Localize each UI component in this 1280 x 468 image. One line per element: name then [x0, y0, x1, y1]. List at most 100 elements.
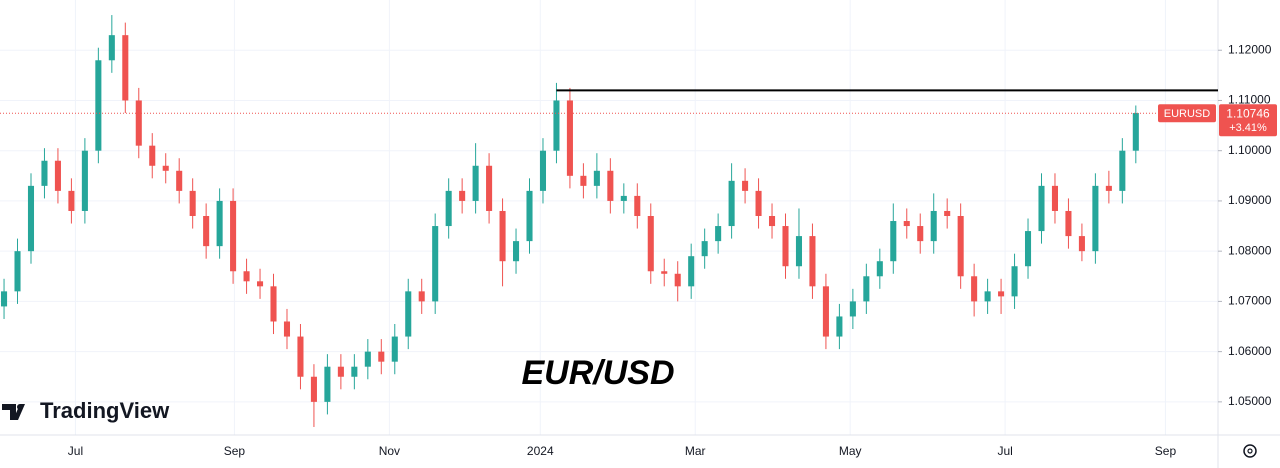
candle-body [1051, 185, 1059, 211]
settings-button[interactable] [1243, 444, 1257, 458]
brand-name: TradingView [40, 398, 170, 423]
candle-body [149, 145, 156, 166]
candle-body [1132, 113, 1139, 151]
candle-body [513, 241, 520, 262]
symbol-label: EURUSD [1164, 108, 1211, 120]
candle-body [620, 195, 627, 201]
candle-body [580, 175, 587, 186]
candle-body [108, 35, 115, 61]
candle-body [68, 190, 75, 211]
candle-body [755, 190, 762, 216]
candle-body [243, 271, 250, 282]
candle-body [822, 286, 829, 337]
change-label: +3.41% [1229, 122, 1267, 134]
x-tick-label: Sep [224, 444, 246, 458]
x-tick-label: Mar [685, 444, 706, 458]
x-tick-label: Nov [379, 444, 400, 458]
candle-body [472, 165, 479, 201]
candle-body [701, 241, 708, 257]
price-label: 1.10746 [1226, 106, 1270, 120]
candle-body [203, 216, 210, 247]
x-tick-label: Jul [68, 444, 83, 458]
candle-body [27, 185, 35, 252]
candle-body [1, 291, 8, 307]
candle-body [728, 180, 735, 227]
candle-body [391, 336, 398, 362]
y-tick-label: 1.12000 [1228, 42, 1272, 56]
candle-body [486, 165, 493, 211]
candle-body [593, 170, 600, 186]
candle-body [957, 216, 964, 277]
candle-body [310, 376, 317, 402]
x-tick-label: Sep [1155, 444, 1177, 458]
candle-body [1038, 185, 1045, 232]
candle-body [863, 276, 870, 302]
candle-body [890, 221, 897, 262]
candle-body [283, 321, 291, 337]
candle-body [41, 160, 48, 186]
candle-body [337, 366, 344, 377]
candle-body [634, 195, 641, 216]
candle-body [661, 271, 668, 274]
candle-body [836, 316, 843, 337]
candle-body [917, 226, 924, 242]
candle-body [1078, 236, 1085, 252]
candle-body [809, 236, 816, 287]
candle-body [270, 286, 277, 322]
candle-body [795, 236, 803, 267]
candle-body [81, 150, 88, 211]
candle-body [95, 60, 102, 151]
y-tick-label: 1.07000 [1228, 294, 1272, 308]
candle-body [405, 291, 412, 337]
y-tick-label: 1.09000 [1228, 193, 1272, 207]
candle-body [903, 221, 910, 227]
candle-body [1065, 210, 1072, 237]
candle-body [526, 190, 533, 242]
y-tick-label: 1.11000 [1228, 93, 1271, 107]
candle-body [162, 165, 169, 171]
candle-body [122, 35, 129, 101]
y-tick-label: 1.06000 [1228, 344, 1272, 358]
candle-body [1092, 185, 1099, 252]
candle-body [849, 301, 856, 317]
y-tick-label: 1.05000 [1228, 394, 1272, 408]
candle-body [418, 291, 425, 302]
x-tick-label: Jul [997, 444, 1012, 458]
candle-body [135, 100, 142, 146]
candle-body [539, 150, 547, 191]
candle-body [14, 251, 21, 292]
candle-body [782, 226, 789, 267]
candle-body [674, 273, 681, 287]
candle-body [930, 210, 937, 242]
candle-body [1011, 266, 1018, 297]
candle-body [876, 261, 883, 277]
candle-body [553, 100, 560, 151]
candle-body [715, 226, 722, 242]
candle-body [647, 216, 654, 272]
x-tick-label: May [839, 444, 862, 458]
candle-body [768, 216, 776, 227]
candle-body [1024, 231, 1032, 267]
settings-icon-core[interactable] [1247, 448, 1253, 454]
y-tick-label: 1.08000 [1228, 243, 1272, 257]
x-tick-label: 2024 [527, 444, 554, 458]
candle-body [607, 170, 614, 201]
settings-icon[interactable] [1243, 444, 1257, 458]
brand-logo: TradingView [2, 398, 170, 423]
logo-dot [17, 404, 23, 410]
candle-body [432, 226, 439, 302]
candle-body [944, 210, 951, 216]
candles [1, 15, 1139, 427]
candle-body [297, 336, 304, 377]
candle-body [324, 366, 331, 402]
candle-body [189, 190, 196, 216]
candle-body [54, 160, 61, 191]
y-tick-label: 1.10000 [1228, 143, 1272, 157]
candle-body [971, 276, 978, 302]
candle-body [459, 190, 466, 201]
candle-body [364, 351, 371, 367]
candle-body [216, 200, 223, 247]
candle-body [230, 200, 237, 272]
symbol-label-box [1158, 104, 1216, 123]
